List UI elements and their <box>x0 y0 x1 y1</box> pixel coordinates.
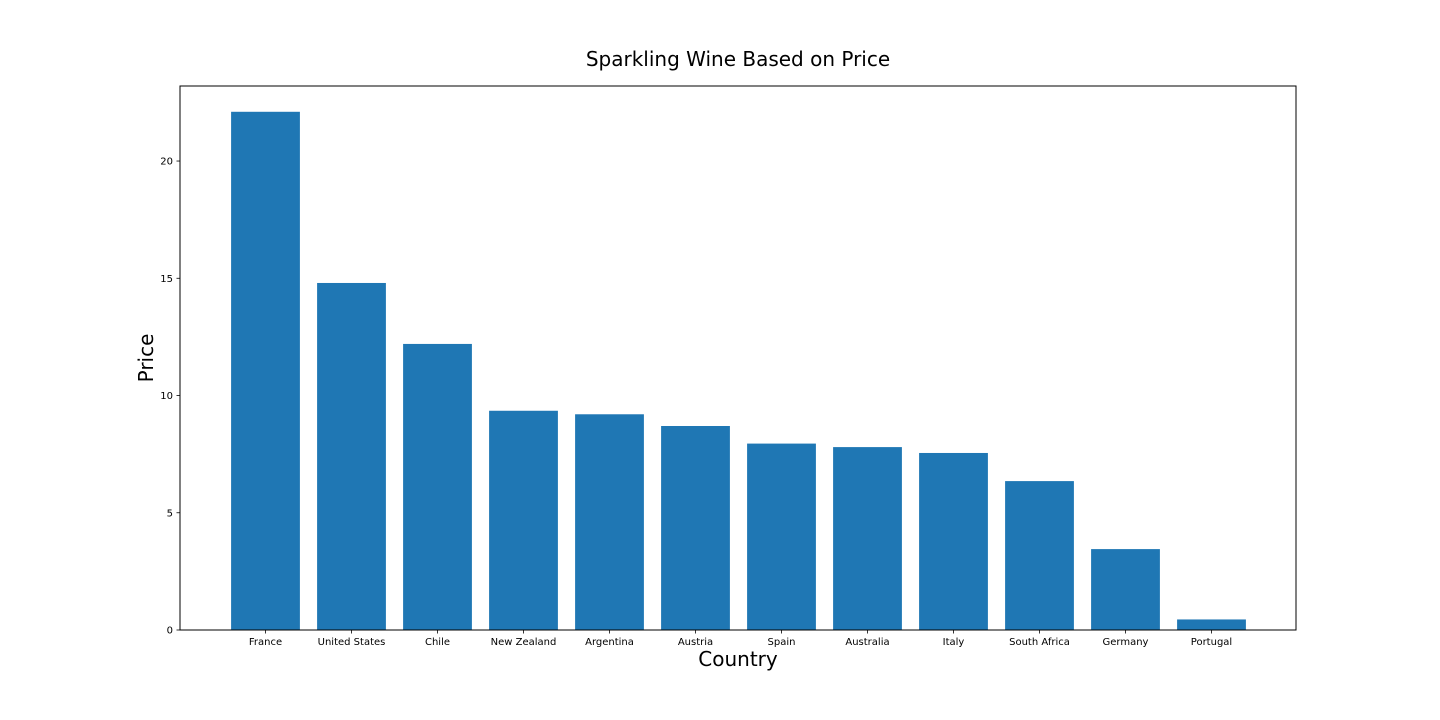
bar-argentina <box>575 414 644 630</box>
x-tick-label: Portugal <box>1191 637 1232 648</box>
chart-title: Sparkling Wine Based on Price <box>586 47 890 71</box>
bar-australia <box>833 447 902 630</box>
x-tick-label: United States <box>318 637 386 648</box>
x-tick-label: South Africa <box>1009 637 1070 648</box>
y-tick-label: 15 <box>160 274 173 285</box>
x-tick-label: Germany <box>1103 637 1149 648</box>
x-axis-ticks: France United States Chile New Zealand Argen… <box>249 630 1232 648</box>
y-axis-ticks: 0 5 10 15 20 <box>160 157 180 637</box>
bar-italy <box>919 452 988 630</box>
y-tick-label: 20 <box>160 157 173 168</box>
bar-portugal <box>1177 619 1246 630</box>
y-tick-label: 0 <box>167 626 173 637</box>
bar-new-zealand <box>489 410 558 630</box>
bar-france <box>231 111 300 631</box>
bar-spain <box>747 443 816 630</box>
bars-group <box>231 111 1246 631</box>
x-tick-label: New Zealand <box>491 637 557 648</box>
bar-south-africa <box>1005 481 1074 630</box>
y-tick-label: 10 <box>160 391 173 402</box>
bar-chile <box>403 343 472 630</box>
bar-austria <box>661 426 730 630</box>
bar-united-states <box>317 282 386 630</box>
y-tick-label: 5 <box>167 508 173 519</box>
x-tick-label: Italy <box>943 637 965 648</box>
y-axis-label: Price <box>134 334 158 383</box>
x-tick-label: Austria <box>678 637 713 648</box>
plot-area-frame <box>179 85 1297 631</box>
x-tick-label: Australia <box>845 637 889 648</box>
x-tick-label: Spain <box>768 637 796 648</box>
x-axis-label: Country <box>698 647 778 671</box>
x-tick-label: Chile <box>425 637 450 648</box>
bar-germany <box>1091 549 1160 630</box>
x-tick-label: Argentina <box>585 637 634 648</box>
x-tick-label: France <box>249 637 282 648</box>
